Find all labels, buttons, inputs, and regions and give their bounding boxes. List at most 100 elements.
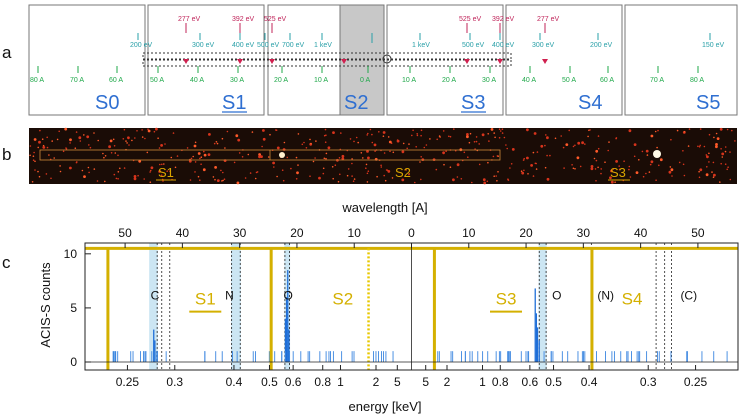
event-dot <box>635 171 639 175</box>
wavelength-label: 20 A <box>442 77 456 84</box>
event-dot <box>532 175 535 177</box>
event-dot <box>352 180 355 182</box>
energy-label: 1 keV <box>314 42 332 49</box>
event-dot <box>536 151 539 153</box>
event-dot <box>658 164 660 167</box>
wavelength-label: 80 A <box>30 77 44 84</box>
event-dot <box>202 168 206 172</box>
event-dot <box>574 168 576 170</box>
top-tick-label: 20 <box>290 226 304 240</box>
event-dot <box>650 134 654 138</box>
bottom-tick-label: 0.3 <box>166 375 183 389</box>
event-dot <box>276 175 278 178</box>
event-dot <box>565 143 569 147</box>
event-dot <box>678 161 681 164</box>
event-dot <box>290 167 292 170</box>
event-dot <box>615 137 618 139</box>
event-dot <box>147 128 149 130</box>
event-dot <box>408 143 410 145</box>
y-tick-label: 5 <box>70 301 77 315</box>
event-dot <box>97 139 99 142</box>
image-label-s3: S3 <box>610 165 626 180</box>
event-dot <box>162 180 164 182</box>
event-dot <box>295 156 298 159</box>
event-dot <box>235 134 239 138</box>
event-dot <box>341 154 345 158</box>
bottom-tick-label: 5 <box>422 375 429 389</box>
event-dot <box>590 167 594 171</box>
event-dot <box>609 176 612 180</box>
event-dot <box>214 178 216 181</box>
event-dot <box>59 165 61 167</box>
ccd-label-s1: S1 <box>222 92 246 114</box>
event-dot <box>595 149 599 153</box>
event-dot <box>334 164 337 166</box>
event-dot <box>153 130 156 133</box>
event-dot <box>579 165 582 168</box>
event-dot <box>327 146 331 150</box>
event-dot <box>545 134 547 136</box>
event-dot <box>655 179 657 181</box>
event-dot <box>113 145 116 147</box>
event-dot <box>367 170 370 172</box>
event-dot <box>501 132 504 134</box>
event-dot <box>104 155 107 157</box>
event-dot <box>669 166 672 168</box>
event-dot <box>110 152 113 154</box>
event-dot <box>203 153 207 157</box>
event-dot <box>654 130 657 133</box>
event-dot <box>724 150 727 153</box>
event-dot <box>724 163 727 165</box>
event-dot <box>262 137 266 141</box>
event-dot <box>149 171 151 173</box>
event-dot <box>638 159 640 161</box>
event-dot <box>549 154 551 157</box>
wavelength-label: 50 A <box>150 77 164 84</box>
event-dot <box>608 141 610 143</box>
event-dot <box>69 142 71 144</box>
event-dot <box>166 170 168 172</box>
event-dot <box>46 136 48 139</box>
event-dot <box>117 154 119 157</box>
line-energy-label: 525 eV <box>264 16 287 23</box>
event-dot <box>366 181 369 183</box>
event-dot <box>612 168 614 170</box>
event-dot <box>408 173 410 176</box>
event-dot <box>703 145 706 148</box>
event-dot <box>164 143 166 145</box>
event-dot <box>309 138 311 141</box>
event-dot <box>272 161 275 165</box>
event-dot <box>360 152 363 154</box>
event-dot <box>471 181 473 184</box>
event-dot <box>254 177 257 180</box>
event-dot <box>69 166 72 170</box>
event-dot <box>75 131 78 133</box>
event-dot <box>726 128 729 131</box>
event-dot <box>200 163 202 165</box>
ccd-label-s0: S0 <box>95 92 119 114</box>
event-dot <box>103 156 105 159</box>
event-dot <box>296 171 299 175</box>
event-dot <box>497 155 500 157</box>
chip-label: S4 <box>622 290 643 309</box>
bright-source-left <box>279 152 285 158</box>
event-dot <box>332 131 335 135</box>
event-dot <box>496 180 498 182</box>
event-dot <box>301 143 304 146</box>
event-dot <box>487 161 489 164</box>
energy-label: 400 eV <box>492 42 515 49</box>
event-dot <box>527 173 529 175</box>
event-dot <box>380 164 382 167</box>
event-dot <box>618 165 620 167</box>
event-dot <box>649 163 652 166</box>
event-dot <box>478 163 481 166</box>
energy-label: 700 eV <box>282 42 305 49</box>
event-dot <box>429 138 431 140</box>
event-dot <box>554 137 557 140</box>
event-dot <box>147 129 151 133</box>
event-dot <box>46 146 49 149</box>
chart-labels: C N O O (N) (C) S1 S2 S3 S4 <box>151 288 697 313</box>
event-dot <box>192 155 194 158</box>
event-dot <box>522 159 525 161</box>
